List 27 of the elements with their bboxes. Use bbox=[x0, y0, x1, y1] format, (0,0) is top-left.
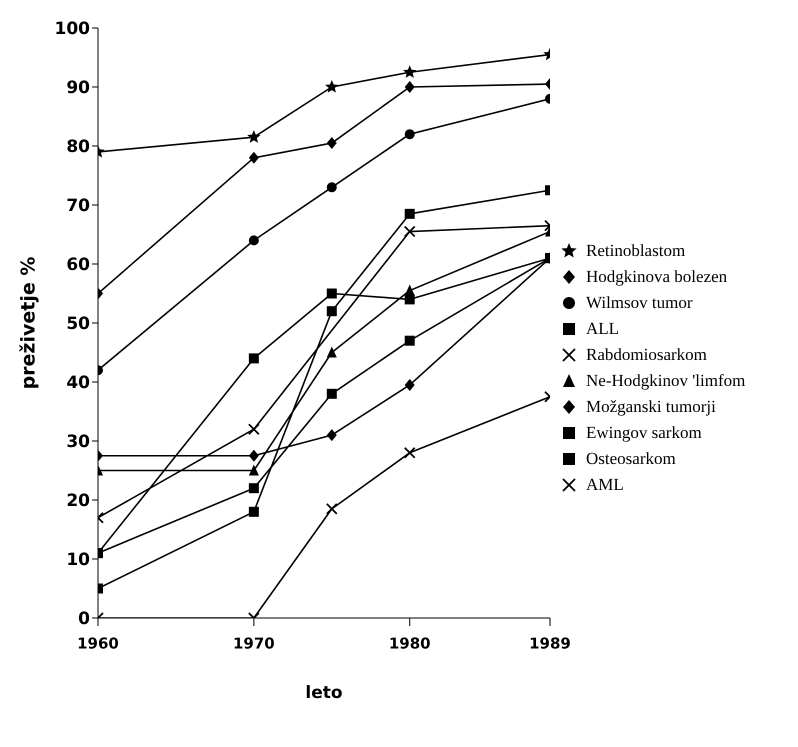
y-tick-label: 40 bbox=[66, 373, 90, 394]
x-tick-label: 1989 bbox=[529, 634, 571, 653]
y-tick-label: 70 bbox=[66, 196, 90, 216]
y-tick-label: 60 bbox=[66, 255, 90, 276]
legend-label: Wilmsov tumor bbox=[586, 293, 693, 313]
y-tick-label: 80 bbox=[66, 137, 90, 158]
y-tick-label: 30 bbox=[66, 432, 90, 452]
y-tick-label: 50 bbox=[66, 314, 90, 334]
x-tick-label: 1980 bbox=[388, 634, 431, 653]
legend-label: Ewingov sarkom bbox=[586, 423, 702, 443]
legend-label: Ne-Hodgkinov 'limfom bbox=[586, 371, 746, 391]
legend-label: AML bbox=[586, 475, 624, 495]
x-tick-label: 1970 bbox=[232, 634, 275, 653]
y-tick-label: 10 bbox=[66, 550, 90, 570]
x-tick-label: 1960 bbox=[77, 634, 119, 653]
legend-label: Retinoblastom bbox=[586, 241, 686, 261]
y-tick-label: 100 bbox=[54, 19, 90, 40]
legend-label: Osteosarkom bbox=[586, 449, 676, 469]
x-axis-title: leto bbox=[305, 683, 343, 703]
legend-label: Hodgkinova bolezen bbox=[586, 267, 728, 287]
y-axis-title: preživetje % bbox=[18, 256, 40, 390]
legend-label: Možganski tumorji bbox=[586, 397, 716, 417]
y-tick-label: 20 bbox=[66, 491, 90, 512]
legend-label: ALL bbox=[586, 319, 620, 339]
legend-label: Rabdomiosarkom bbox=[586, 345, 707, 365]
y-tick-label: 0 bbox=[78, 609, 90, 630]
y-tick-label: 90 bbox=[66, 78, 90, 98]
